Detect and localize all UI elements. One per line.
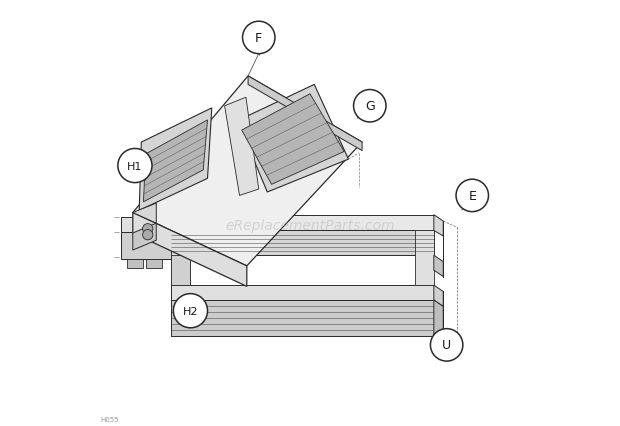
Text: H055: H055 [101, 416, 119, 422]
Circle shape [118, 149, 152, 183]
Circle shape [174, 294, 208, 328]
Polygon shape [122, 232, 171, 260]
Circle shape [353, 90, 386, 123]
Circle shape [430, 329, 463, 361]
Text: F: F [255, 32, 262, 45]
Polygon shape [133, 204, 156, 224]
Polygon shape [434, 285, 443, 307]
Polygon shape [122, 217, 171, 232]
Polygon shape [140, 109, 212, 211]
Polygon shape [146, 260, 162, 268]
Polygon shape [434, 215, 443, 236]
Polygon shape [133, 224, 156, 250]
Polygon shape [133, 77, 362, 266]
Polygon shape [434, 300, 443, 343]
Text: E: E [468, 190, 476, 202]
Polygon shape [171, 215, 434, 231]
Polygon shape [224, 98, 259, 196]
Polygon shape [242, 95, 344, 185]
Polygon shape [415, 231, 434, 285]
Polygon shape [127, 260, 143, 268]
Polygon shape [434, 256, 443, 277]
Polygon shape [171, 300, 434, 337]
Text: U: U [442, 339, 451, 351]
Polygon shape [143, 121, 208, 202]
Circle shape [143, 230, 153, 240]
Polygon shape [171, 256, 190, 285]
Polygon shape [248, 77, 362, 151]
Polygon shape [171, 231, 434, 256]
Circle shape [456, 180, 489, 212]
Text: G: G [365, 100, 374, 113]
Text: H1: H1 [127, 161, 143, 171]
Polygon shape [133, 213, 247, 287]
Text: eReplacementParts.com: eReplacementParts.com [225, 219, 395, 233]
Polygon shape [171, 231, 190, 285]
Polygon shape [171, 285, 434, 300]
Circle shape [242, 22, 275, 55]
Text: H2: H2 [183, 306, 198, 316]
Polygon shape [237, 85, 348, 193]
Circle shape [143, 224, 153, 234]
